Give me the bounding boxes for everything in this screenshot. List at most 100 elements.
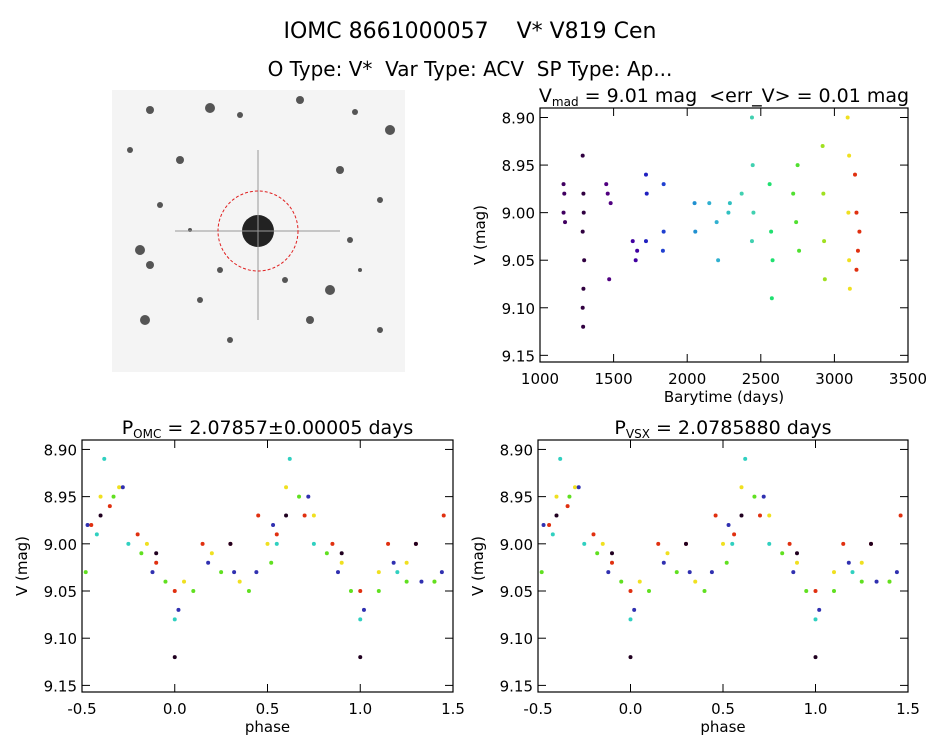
data-point <box>306 494 311 499</box>
data-point <box>120 485 125 490</box>
data-point <box>656 541 661 546</box>
data-point <box>581 191 586 196</box>
page-title: IOMC 8661000057 V* V819 Cen <box>283 19 656 44</box>
x-tick-label: 2500 <box>742 370 780 388</box>
data-point <box>256 513 261 518</box>
data-point <box>797 248 802 253</box>
data-point <box>619 579 624 584</box>
data-point <box>610 560 614 565</box>
data-point <box>581 210 586 215</box>
data-point <box>847 286 852 291</box>
data-point <box>887 579 892 584</box>
y-tick-label: 8.90 <box>502 110 535 128</box>
data-point <box>376 570 381 575</box>
data-point <box>144 541 149 546</box>
data-point <box>361 607 366 612</box>
data-point <box>661 560 666 565</box>
data-point <box>547 522 552 527</box>
data-point <box>563 220 568 225</box>
data-point <box>126 541 131 546</box>
data-point <box>311 541 316 546</box>
data-point <box>576 485 581 490</box>
y-tick-label: 9.05 <box>502 252 535 270</box>
title-main: V <box>539 85 552 107</box>
title-rest: = 2.0785880 days <box>650 417 832 439</box>
data-point <box>573 485 577 490</box>
y-tick-label: 9.00 <box>500 536 533 554</box>
data-point <box>94 532 99 537</box>
data-point <box>643 239 648 244</box>
data-point <box>847 153 852 158</box>
title-sub: VSX <box>626 427 650 441</box>
y-tick-label: 8.90 <box>44 441 77 459</box>
data-point <box>608 201 613 206</box>
data-point <box>855 248 860 253</box>
data-point <box>554 494 559 499</box>
data-point <box>358 617 363 622</box>
data-point <box>628 589 633 594</box>
data-point <box>232 570 237 575</box>
data-point <box>813 589 818 594</box>
data-point <box>302 513 307 518</box>
data-point <box>565 504 570 509</box>
data-point <box>413 541 418 546</box>
data-point <box>274 532 279 537</box>
data-point <box>749 115 754 120</box>
data-point <box>541 522 546 527</box>
data-point <box>580 305 585 310</box>
data-point <box>441 513 446 518</box>
data-point <box>172 655 177 660</box>
data-point <box>163 579 168 584</box>
chart-title: PVSX = 2.0785880 days <box>614 417 831 441</box>
data-point <box>726 210 731 215</box>
y-tick-label: 9.00 <box>502 205 535 223</box>
plot-frame <box>81 439 454 693</box>
data-point <box>661 229 666 234</box>
data-point <box>150 570 155 575</box>
data-point <box>550 532 555 537</box>
data-point <box>284 485 289 490</box>
data-point <box>287 456 292 461</box>
data-point <box>154 551 159 556</box>
data-point <box>665 551 670 556</box>
data-point <box>817 607 822 612</box>
data-point <box>846 560 851 565</box>
data-point <box>311 513 316 518</box>
data-point <box>558 456 563 461</box>
chart-title: Vmad = 9.01 mag <err_V> = 0.01 mag <box>539 85 909 109</box>
data-point <box>348 589 353 594</box>
data-point <box>832 570 836 575</box>
data-point <box>859 579 864 584</box>
y-tick-label: 8.90 <box>500 441 533 459</box>
title-main: P <box>122 417 133 439</box>
y-axis-label: V (mag) <box>13 536 31 596</box>
data-point <box>604 182 609 187</box>
data-point <box>730 541 735 546</box>
data-point <box>846 210 851 215</box>
data-point <box>635 248 640 253</box>
title-sub: mad <box>552 95 579 109</box>
data-point <box>330 541 335 546</box>
data-point <box>739 485 744 490</box>
data-point <box>841 541 846 546</box>
data-point <box>154 560 159 565</box>
data-point <box>813 655 818 660</box>
data-point <box>726 522 731 527</box>
data-point <box>271 522 276 527</box>
y-tick-label: 9.00 <box>44 536 77 554</box>
data-point <box>269 560 274 565</box>
data-point <box>894 570 899 575</box>
data-point <box>610 551 614 556</box>
y-tick-label: 9.10 <box>502 300 535 318</box>
data-point <box>628 655 633 660</box>
y-tick-label: 9.05 <box>500 583 533 601</box>
data-point <box>632 607 637 612</box>
data-point <box>637 579 642 584</box>
data-point <box>600 541 605 546</box>
x-axis-label: phase <box>700 718 745 736</box>
data-point <box>339 560 344 565</box>
data-point <box>822 277 827 282</box>
data-point <box>606 570 611 575</box>
data-point <box>191 589 196 594</box>
